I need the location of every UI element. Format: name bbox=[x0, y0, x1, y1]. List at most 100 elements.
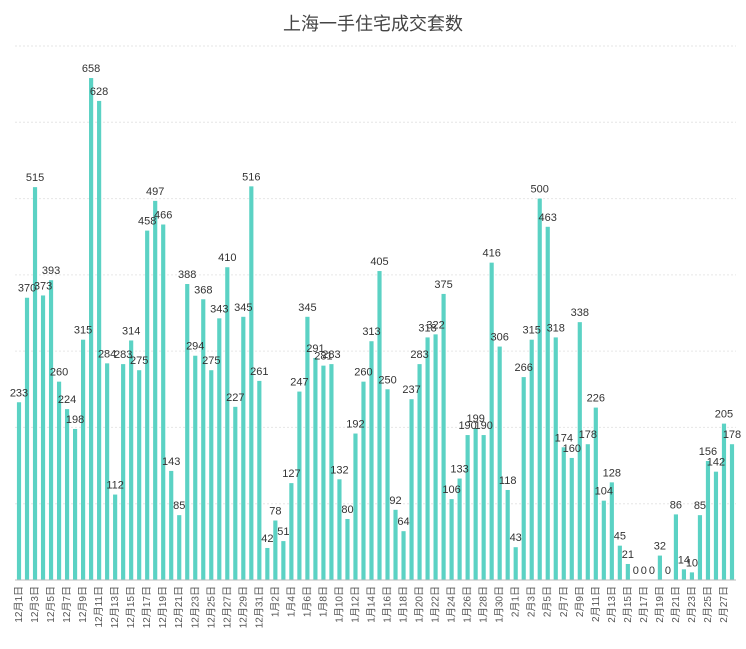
bar-value-label: 294 bbox=[186, 341, 204, 353]
bar bbox=[217, 318, 222, 580]
bar bbox=[569, 457, 574, 580]
x-tick-label: 1月14日 bbox=[365, 586, 377, 623]
bar bbox=[657, 555, 662, 580]
bar bbox=[337, 479, 342, 580]
x-tick-label: 12月13日 bbox=[109, 586, 121, 628]
bar-value-label: 10 bbox=[686, 557, 698, 569]
bar-value-label: 0 bbox=[649, 565, 655, 577]
bar-value-label: 199 bbox=[466, 413, 484, 425]
bar bbox=[681, 569, 687, 580]
x-tick-label: 1月4日 bbox=[285, 586, 297, 617]
bar-value-label: 133 bbox=[450, 464, 468, 476]
bar-value-label: 318 bbox=[547, 322, 565, 334]
bar bbox=[305, 316, 310, 580]
bar-value-label: 237 bbox=[402, 384, 420, 396]
bar bbox=[417, 364, 422, 580]
bar bbox=[705, 460, 711, 580]
bar bbox=[353, 433, 358, 580]
x-tick-label: 12月17日 bbox=[141, 586, 153, 628]
bar-value-label: 515 bbox=[26, 172, 44, 184]
value-labels: 233 370 515 373 393 260 224 198 315 658 628 284 112 2… bbox=[10, 63, 741, 577]
x-tick-label: 12月29日 bbox=[237, 586, 249, 628]
bar bbox=[585, 444, 590, 580]
bar bbox=[64, 409, 70, 580]
bar bbox=[225, 267, 230, 580]
bar bbox=[233, 406, 238, 580]
x-tick-label: 1月10日 bbox=[333, 586, 345, 623]
bar-value-label: 85 bbox=[173, 500, 185, 512]
x-tick-label: 2月21日 bbox=[670, 586, 682, 623]
bar-value-label: 313 bbox=[362, 326, 380, 338]
bar bbox=[273, 520, 278, 580]
bar-value-label: 174 bbox=[555, 432, 573, 444]
bar bbox=[161, 224, 166, 580]
gridlines bbox=[15, 45, 736, 505]
x-tick-label: 12月3日 bbox=[29, 586, 41, 623]
bar-value-label: 306 bbox=[490, 332, 508, 344]
bar bbox=[433, 334, 438, 580]
bar bbox=[385, 389, 390, 580]
bar-value-label: 388 bbox=[178, 269, 196, 281]
bar-value-label: 106 bbox=[442, 484, 460, 496]
bar bbox=[689, 572, 695, 580]
bar-value-label: 0 bbox=[665, 565, 671, 577]
x-tick-label: 12月15日 bbox=[125, 586, 137, 628]
bar-value-label: 275 bbox=[130, 355, 148, 367]
bar-value-label: 281 bbox=[314, 351, 332, 363]
bar bbox=[617, 545, 622, 580]
bar bbox=[153, 200, 158, 581]
bar bbox=[169, 470, 174, 580]
x-tick-label: 12月21日 bbox=[173, 586, 185, 628]
bar-value-label: 410 bbox=[218, 252, 236, 264]
bar bbox=[113, 494, 118, 580]
bar bbox=[481, 435, 486, 580]
bar bbox=[561, 447, 566, 580]
bar bbox=[265, 547, 270, 580]
x-tick-label: 1月16日 bbox=[382, 586, 394, 623]
bar bbox=[145, 230, 150, 580]
bar-value-label: 322 bbox=[426, 319, 444, 331]
bar-value-label: 132 bbox=[330, 464, 348, 476]
x-tick-label: 12月23日 bbox=[189, 586, 201, 628]
x-tick-label: 12月5日 bbox=[45, 586, 57, 623]
bar-value-label: 178 bbox=[723, 429, 741, 441]
bar bbox=[89, 78, 94, 580]
x-tick-label: 12月1日 bbox=[13, 586, 25, 623]
bar-value-label: 128 bbox=[603, 467, 621, 479]
bar-value-label: 343 bbox=[210, 303, 228, 315]
bar-value-label: 283 bbox=[322, 349, 340, 361]
bar-value-label: 260 bbox=[50, 367, 68, 379]
bar bbox=[16, 402, 22, 580]
bar-value-label: 500 bbox=[531, 184, 549, 196]
bar bbox=[209, 370, 214, 580]
bar-value-label: 405 bbox=[370, 256, 388, 268]
bar bbox=[329, 364, 334, 580]
x-tick-label: 12月31日 bbox=[253, 586, 265, 628]
bar-value-label: 463 bbox=[539, 212, 557, 224]
bar-value-label: 314 bbox=[122, 325, 140, 337]
bar-value-label: 260 bbox=[354, 367, 372, 379]
bar-value-label: 127 bbox=[282, 468, 300, 480]
bar-value-label: 658 bbox=[82, 63, 100, 75]
bar bbox=[537, 198, 542, 581]
x-tick-label: 2月9日 bbox=[574, 586, 586, 617]
bar bbox=[673, 514, 678, 580]
bar-value-label: 315 bbox=[74, 325, 92, 337]
bar bbox=[545, 226, 550, 580]
bar-value-label: 160 bbox=[563, 443, 581, 455]
bar bbox=[56, 381, 62, 580]
bars bbox=[16, 78, 735, 581]
bar-value-label: 45 bbox=[614, 531, 626, 543]
bar bbox=[489, 262, 494, 580]
bar-value-label: 375 bbox=[434, 279, 452, 291]
bar-value-label: 466 bbox=[154, 210, 172, 222]
x-tick-label: 2月1日 bbox=[510, 586, 522, 617]
bar bbox=[40, 295, 46, 580]
bar-value-label: 112 bbox=[106, 480, 124, 492]
bar bbox=[441, 293, 446, 580]
bar bbox=[553, 337, 558, 580]
bar-value-label: 284 bbox=[98, 348, 116, 360]
bar bbox=[249, 186, 254, 580]
bar-value-label: 118 bbox=[499, 475, 517, 487]
x-tick-label: 12月9日 bbox=[77, 586, 89, 623]
